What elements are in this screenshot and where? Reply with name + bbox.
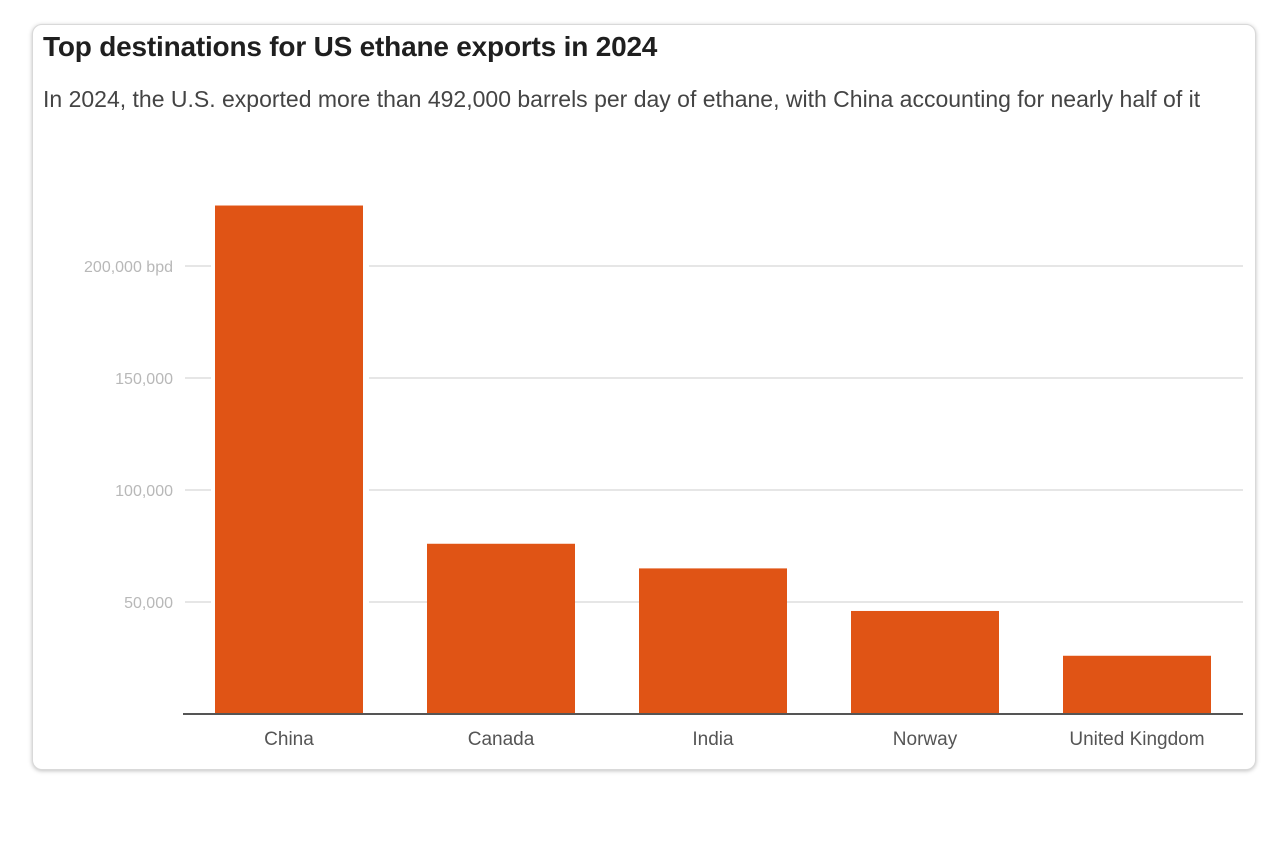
x-category-label: Norway (893, 729, 958, 750)
x-category-label: United Kingdom (1069, 729, 1204, 750)
bar-chart: 50,000 100,000 150,000 200,000 bpd China Can… (84, 205, 1243, 750)
y-axis-ticks: 50,000 100,000 150,000 200,000 bpd (84, 259, 173, 612)
gridlines (185, 265, 1243, 603)
chart-subtitle: In 2024, the U.S. exported more than 492… (43, 86, 1201, 112)
bar-canada (427, 543, 575, 714)
bar-india (639, 568, 787, 714)
bar-norway (851, 610, 999, 714)
bar-united-kingdom (1063, 655, 1211, 714)
y-tick-label: 50,000 (124, 595, 173, 612)
y-tick-label: 100,000 (115, 483, 173, 500)
x-category-label: China (264, 729, 314, 750)
bar-china (215, 205, 363, 714)
chart-title: Top destinations for US ethane exports i… (43, 31, 658, 62)
y-tick-label: 200,000 bpd (84, 259, 173, 276)
chart-card: Top destinations for US ethane exports i… (32, 24, 1256, 770)
x-axis-labels: China Canada India Norway United Kingdom (264, 729, 1204, 750)
x-category-label: India (692, 729, 734, 750)
x-category-label: Canada (468, 729, 535, 750)
bars (215, 205, 1211, 714)
y-tick-label: 150,000 (115, 371, 173, 388)
